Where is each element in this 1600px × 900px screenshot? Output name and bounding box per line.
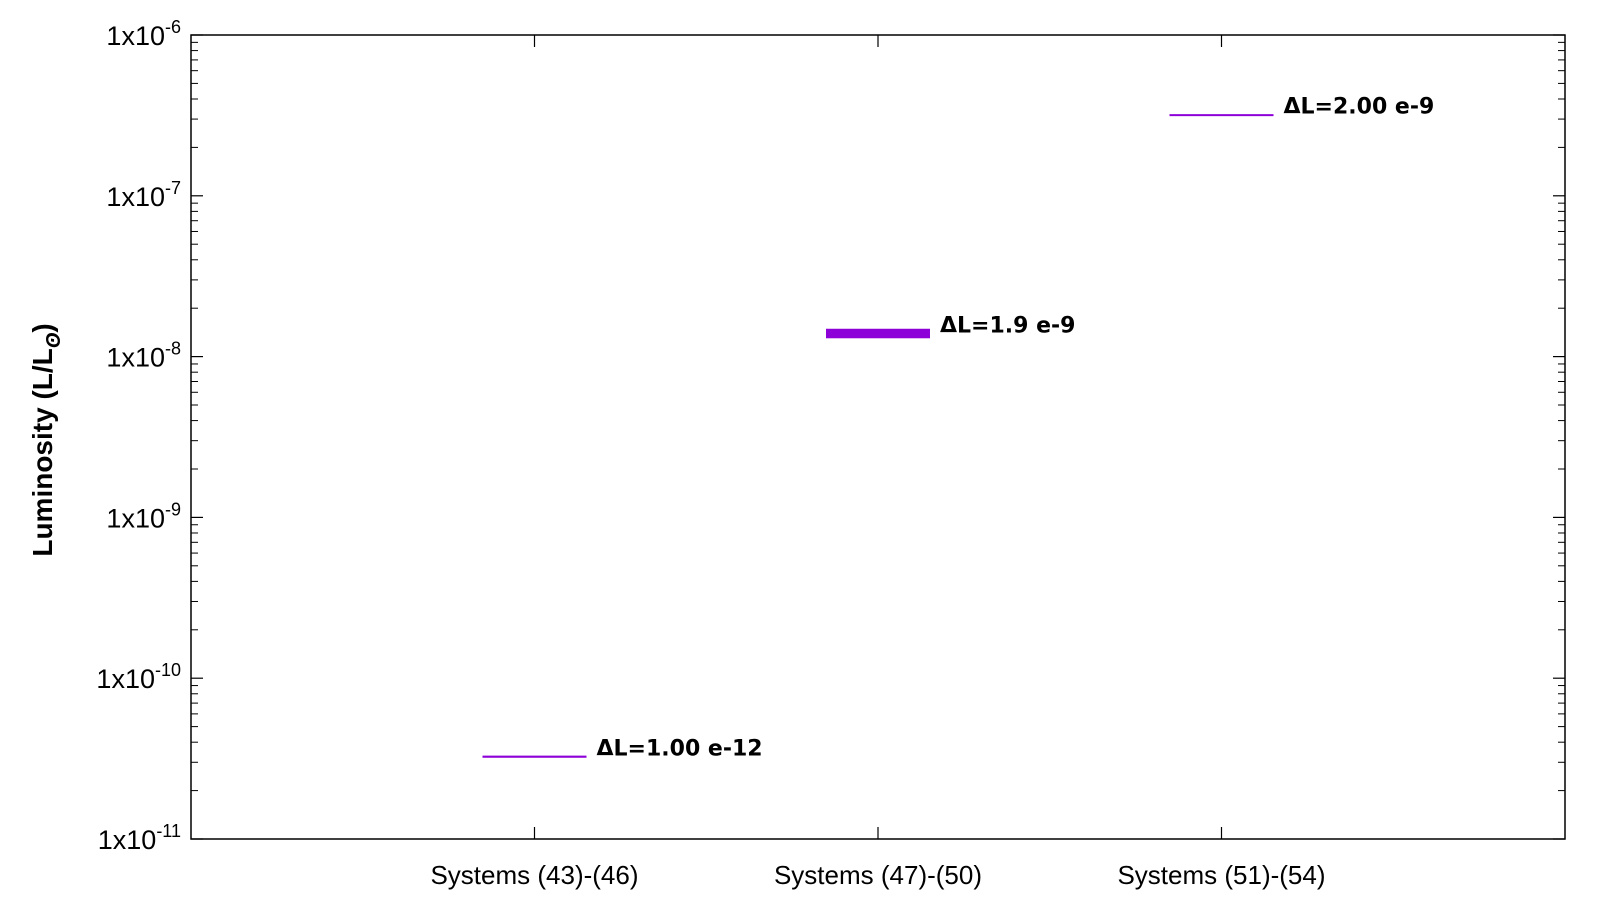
x-axis-ticks: Systems (43)-(46) Systems (47)-(50) System… — [430, 35, 1326, 890]
y-axis-label: Luminosity (L/Lʘ) — [27, 323, 65, 556]
luminosity-band — [482, 755, 587, 758]
y-axis-label-subscript: ʘ — [43, 332, 65, 348]
y-tick-label: 1x10-9 — [106, 499, 181, 533]
y-tick-label: 1x10-11 — [98, 821, 181, 855]
y-tick-label: 1x10-7 — [106, 178, 181, 212]
x-category-label: Systems (51)-(54) — [1117, 860, 1325, 890]
delta-l-annotation: ΔL=1.9 e-9 — [940, 314, 1075, 339]
delta-l-annotation: ΔL=1.00 e-12 — [597, 737, 763, 762]
x-category-label: Systems (43)-(46) — [430, 860, 638, 890]
luminosity-band — [1169, 114, 1274, 117]
y-tick-label: 1x10-10 — [96, 660, 181, 694]
data-series: ΔL=1.00 e-12 ΔL=1.9 e-9 ΔL=2.00 e-9 — [482, 94, 1435, 762]
plot-frame — [190, 34, 1566, 840]
y-tick-label: 1x10-6 — [106, 17, 181, 51]
y-axis-ticks: 1x10-11 1x10-10 1x10-9 1x10-8 1x10-7 1x10-6 — [96, 17, 1565, 855]
x-category-label: Systems (47)-(50) — [774, 860, 982, 890]
y-tick-label: 1x10-8 — [106, 339, 181, 373]
delta-l-annotation: ΔL=2.00 e-9 — [1284, 94, 1435, 119]
y-axis-label-close: ) — [27, 323, 58, 332]
luminosity-band — [826, 328, 930, 339]
